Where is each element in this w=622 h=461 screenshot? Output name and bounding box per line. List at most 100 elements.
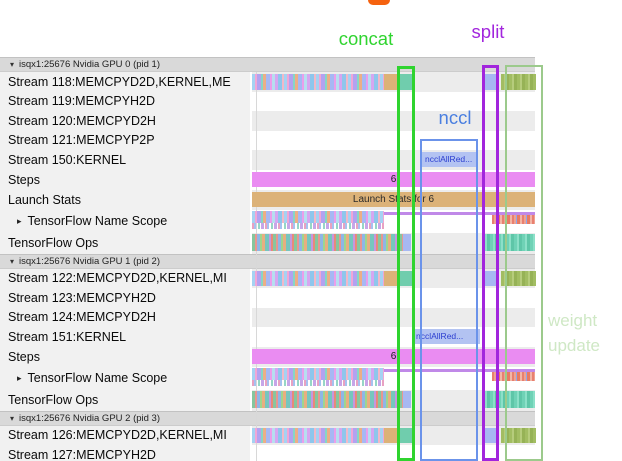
split-event-bar[interactable] xyxy=(482,427,498,443)
launch-stats-bar[interactable]: Launch Stats for 6 xyxy=(252,192,535,207)
expand-arrow-icon[interactable]: ▸ xyxy=(17,372,22,383)
tf-ops-weight-update-bar[interactable] xyxy=(482,233,535,251)
row-label[interactable]: ▸ TensorFlow Name Scope xyxy=(0,209,250,233)
collapse-arrow-icon[interactable]: ▾ xyxy=(10,413,15,423)
gpu-group-header-band[interactable]: ▾ isqx1:25676 Nvidia GPU 1 (pid 2) xyxy=(0,253,535,269)
row-label-text: Stream 120:MEMCPYD2H xyxy=(8,113,156,128)
concat-event-bar[interactable] xyxy=(398,427,414,443)
tf-ops-weight-update-bar[interactable] xyxy=(482,390,535,408)
gpu-group-header[interactable]: ▾ isqx1:25676 Nvidia GPU 1 (pid 2) xyxy=(0,253,622,269)
row-label-text: TensorFlow Name Scope xyxy=(27,371,168,385)
row-label[interactable]: ▸ TensorFlow Name Scope xyxy=(0,366,250,390)
track-row: Stream 126:MEMCPYD2D,KERNEL,MI xyxy=(0,425,622,445)
gpu-group-header-label: isqx1:25676 Nvidia GPU 0 (pid 1) xyxy=(19,59,161,70)
track-row: Stream 123:MEMCPYH2D xyxy=(0,288,622,308)
name-scope-span-bar[interactable] xyxy=(384,368,535,372)
kernel-events-bar[interactable] xyxy=(252,74,384,90)
track-row: Stream 120:MEMCPYD2H xyxy=(0,111,622,131)
name-scope-span-bar[interactable] xyxy=(384,211,535,215)
nccl-annotation-label: nccl xyxy=(438,107,472,128)
name-scope-weight-update-events-bar[interactable] xyxy=(492,215,535,224)
nccl-allreduce-event-bar[interactable]: ncclAllRed... xyxy=(412,329,480,344)
row-label-text: Stream 150:KERNEL xyxy=(8,152,127,167)
row-label: Stream 119:MEMCPYH2D xyxy=(0,91,250,111)
gpu-group-header[interactable]: ▾ isqx1:25676 Nvidia GPU 2 (pid 3) xyxy=(0,410,622,426)
track-row: Stream 151:KERNEL ncclAllRed... xyxy=(0,327,622,347)
weight-update-annotation-label: weight update xyxy=(548,309,600,358)
row-label: Stream 124:MEMCPYD2H xyxy=(0,307,250,327)
weight-update-events-bar[interactable] xyxy=(501,270,536,286)
track-row: Steps 6 xyxy=(0,169,622,190)
timeline-track xyxy=(252,130,535,150)
row-label-text: TensorFlow Name Scope xyxy=(27,214,168,228)
track-row: TensorFlow Ops xyxy=(0,232,622,254)
memcpy-event-bar[interactable] xyxy=(384,74,398,90)
row-label: Stream 123:MEMCPYH2D xyxy=(0,288,250,308)
row-label-text: Stream 121:MEMCPYP2P xyxy=(8,133,155,148)
weight-update-events-bar[interactable] xyxy=(501,74,536,90)
split-event-bar[interactable] xyxy=(482,74,498,90)
gpu-group-header-band[interactable]: ▾ isqx1:25676 Nvidia GPU 2 (pid 3) xyxy=(0,410,535,426)
row-label: Steps xyxy=(0,346,250,367)
collapse-arrow-icon[interactable]: ▾ xyxy=(10,60,15,69)
row-label-text: Stream 123:MEMCPYH2D xyxy=(8,290,156,305)
track-row: Stream 118:MEMCPYD2D,KERNEL,ME xyxy=(0,72,622,92)
row-label: Stream 120:MEMCPYD2H xyxy=(0,111,250,131)
row-label: Stream 127:MEMCPYH2D xyxy=(0,445,250,461)
timeline-track xyxy=(252,327,535,347)
track-row: Stream 124:MEMCPYD2H xyxy=(0,307,622,327)
split-event-bar[interactable] xyxy=(482,270,498,286)
row-label-text: Stream 127:MEMCPYH2D xyxy=(8,447,156,461)
memcpy-event-bar[interactable] xyxy=(384,270,398,286)
timeline-tracks: ▾ isqx1:25676 Nvidia GPU 0 (pid 1) Stream … xyxy=(0,57,622,461)
row-label: Stream 121:MEMCPYP2P xyxy=(0,130,250,150)
row-label: Stream 150:KERNEL xyxy=(0,150,250,170)
track-row: ▸ TensorFlow Name Scope xyxy=(0,366,622,390)
clipped-orange-text-fragment xyxy=(368,0,390,5)
tf-ops-events-bar[interactable] xyxy=(252,233,403,251)
tf-ops-split-bar[interactable] xyxy=(403,233,411,251)
name-scope-child-events-bar[interactable] xyxy=(252,222,384,229)
row-label-text: Stream 124:MEMCPYD2H xyxy=(8,310,156,325)
gpu-group-header[interactable]: ▾ isqx1:25676 Nvidia GPU 0 (pid 1) xyxy=(0,57,622,72)
timeline-track xyxy=(252,150,535,170)
timeline-track xyxy=(252,445,535,461)
row-label: Stream 118:MEMCPYD2D,KERNEL,ME xyxy=(0,72,250,92)
kernel-events-bar[interactable] xyxy=(252,427,384,443)
concat-event-bar[interactable] xyxy=(398,74,414,90)
track-row: Stream 122:MEMCPYD2D,KERNEL,MI xyxy=(0,268,622,288)
name-scope-weight-update-events-bar[interactable] xyxy=(492,372,535,381)
name-scope-events-bar[interactable] xyxy=(252,210,384,223)
name-scope-events-bar[interactable] xyxy=(252,367,384,380)
row-label-text: Steps xyxy=(8,172,40,187)
tf-ops-split-bar[interactable] xyxy=(403,390,411,408)
row-label-text: Launch Stats xyxy=(8,192,81,207)
row-label: TensorFlow Ops xyxy=(0,232,250,254)
nccl-allreduce-event-bar[interactable]: ncclAllRed... xyxy=(421,152,478,167)
kernel-events-bar[interactable] xyxy=(252,270,384,286)
track-row: Stream 127:MEMCPYH2D xyxy=(0,445,622,461)
tf-ops-events-bar[interactable] xyxy=(252,390,403,408)
collapse-arrow-icon[interactable]: ▾ xyxy=(10,256,15,266)
row-label: Steps xyxy=(0,169,250,190)
timeline-track xyxy=(252,91,535,111)
step-bar[interactable]: 6 xyxy=(252,349,535,364)
memcpy-event-bar[interactable] xyxy=(384,427,398,443)
gpu-group-header-band[interactable]: ▾ isqx1:25676 Nvidia GPU 0 (pid 1) xyxy=(0,57,535,72)
row-label-text: Stream 126:MEMCPYD2D,KERNEL,MI xyxy=(8,428,227,443)
row-label: TensorFlow Ops xyxy=(0,389,250,411)
weight-update-line2: update xyxy=(548,335,600,355)
split-annotation-label: split xyxy=(471,21,505,42)
track-row: Stream 150:KERNEL ncclAllRed... xyxy=(0,150,622,170)
concat-event-bar[interactable] xyxy=(398,270,414,286)
row-label-text: TensorFlow Ops xyxy=(8,236,99,250)
expand-arrow-icon[interactable]: ▸ xyxy=(17,215,22,226)
step-bar[interactable]: 6 xyxy=(252,172,535,187)
row-label: Stream 151:KERNEL xyxy=(0,327,250,347)
name-scope-child-events-bar[interactable] xyxy=(252,379,384,386)
row-label-text: Stream 118:MEMCPYD2D,KERNEL,ME xyxy=(8,74,231,89)
gpu-group-header-label: isqx1:25676 Nvidia GPU 1 (pid 2) xyxy=(19,255,161,267)
weight-update-events-bar[interactable] xyxy=(501,427,536,443)
timeline-track xyxy=(252,307,535,327)
